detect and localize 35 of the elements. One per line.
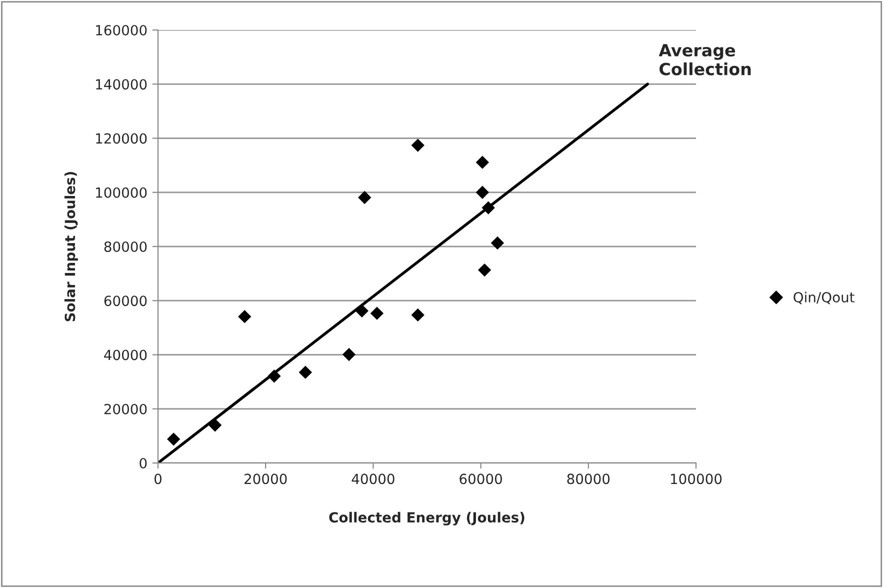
point [167, 432, 180, 446]
legend-label: Qin/Qout [794, 292, 854, 304]
y-tick-label: 140000 [96, 79, 147, 90]
x-tick-label: 60000 [460, 474, 502, 484]
x-tick-label: 40000 [352, 474, 394, 484]
y-tick-label: 80000 [104, 241, 147, 252]
point [268, 370, 281, 383]
y-tick-label: 20000 [104, 404, 147, 414]
y-tick-label: 40000 [104, 350, 147, 360]
point [411, 138, 424, 152]
point [342, 348, 356, 362]
annotation: Average Collection [658, 44, 751, 76]
point [238, 310, 252, 324]
point [482, 201, 495, 214]
x-tick-label: 0 [154, 474, 162, 484]
y-tick-label: 100000 [96, 187, 147, 198]
point [478, 263, 492, 277]
y-tick-label: 160000 [96, 24, 147, 36]
point [208, 418, 222, 432]
point [355, 304, 368, 318]
point [358, 190, 372, 204]
x-tick-label: 80000 [567, 474, 610, 484]
point [476, 186, 489, 199]
point [370, 306, 384, 320]
point [298, 366, 312, 379]
y-tick-label: 0 [140, 458, 147, 468]
y-axis-title: Solar Input (Joules) [64, 172, 78, 322]
y-tick-label: 60000 [104, 296, 147, 306]
point [476, 156, 489, 169]
x-tick-label: 20000 [244, 474, 287, 484]
x-axis-title: Collected Energy (Joules) [329, 512, 524, 526]
x-tick-label: 100000 [671, 474, 722, 484]
point [490, 236, 504, 250]
point [411, 308, 424, 322]
y-tick-label: 120000 [96, 133, 147, 144]
